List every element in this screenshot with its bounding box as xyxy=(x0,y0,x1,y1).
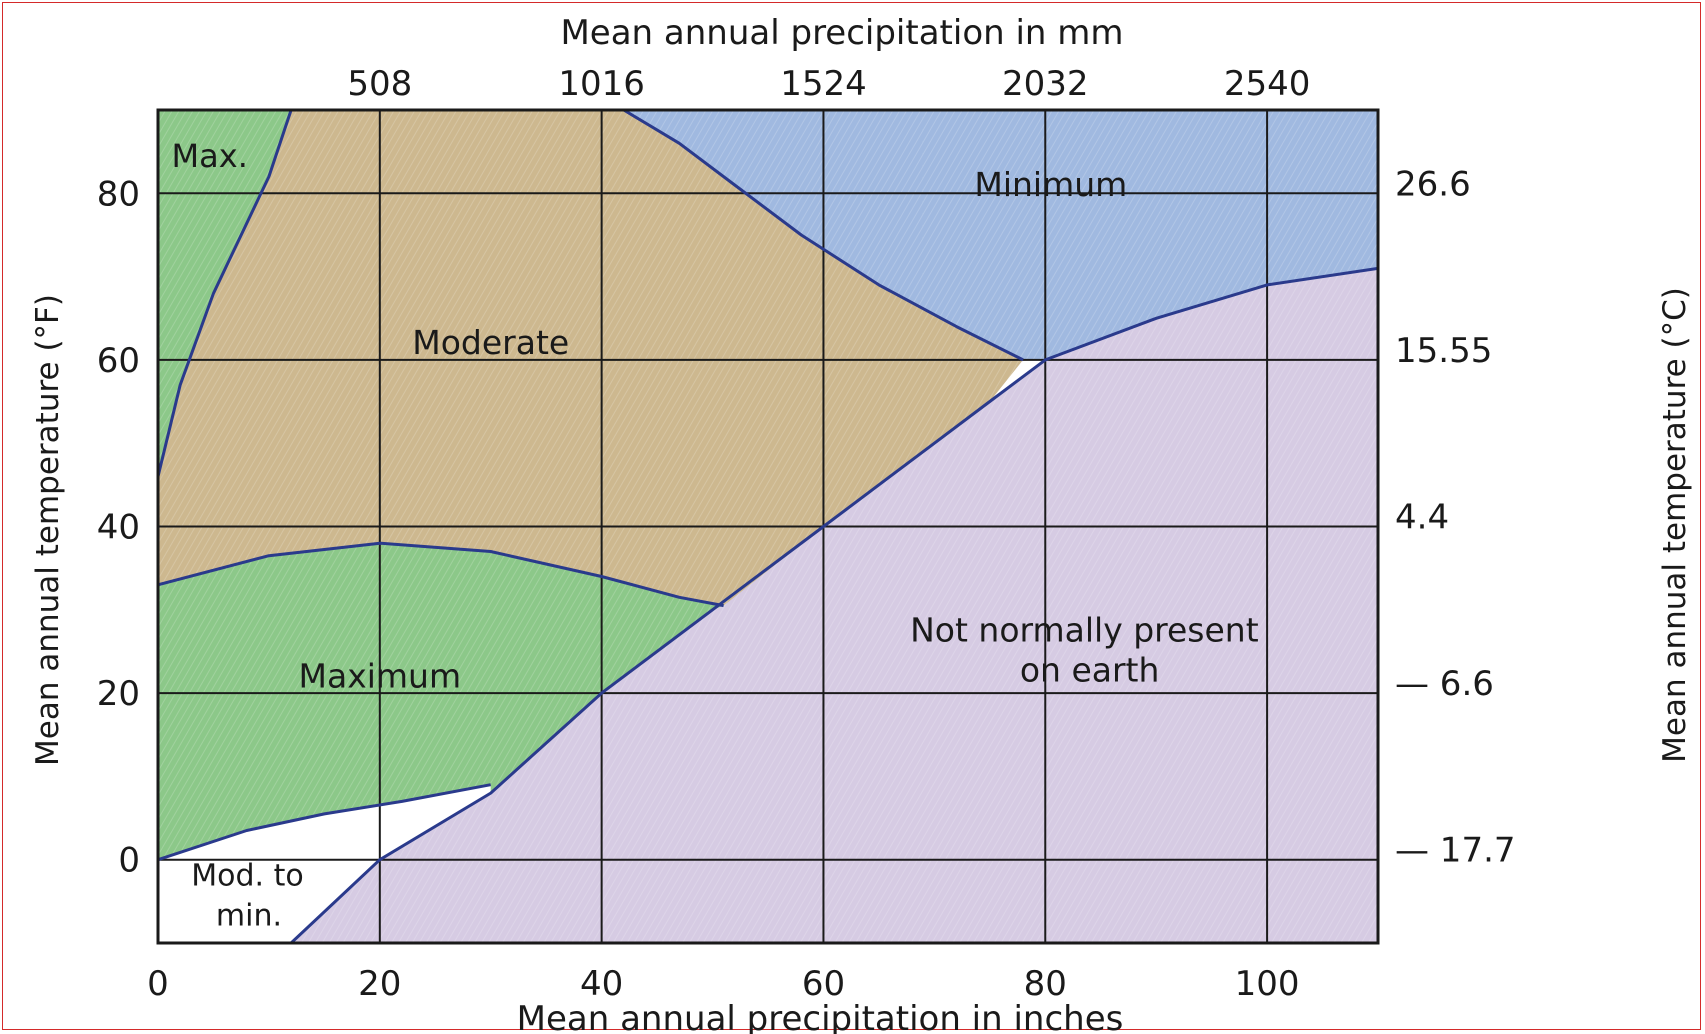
x-tick-mm-1016: 1016 xyxy=(558,64,645,104)
x-tick-in-0: 0 xyxy=(147,964,169,1004)
not-present-line1: Not normally present xyxy=(910,611,1259,650)
x-tick-in-20: 20 xyxy=(358,964,401,1004)
x-tick-in-60: 60 xyxy=(802,964,845,1004)
y-tick-f-80: 80 xyxy=(97,174,140,214)
mod-to-min-line1: Mod. to xyxy=(191,859,303,894)
y-tick-c-80: 26.6 xyxy=(1395,164,1471,204)
boundary-diagonal-limit xyxy=(290,266,1378,943)
x-tick-mm-1524: 1524 xyxy=(780,64,867,104)
y-tick-f-40: 40 xyxy=(97,508,140,548)
region-boundaries xyxy=(158,110,1378,943)
top-axis-title: Mean annual precipitation in mm xyxy=(560,13,1123,53)
tick-labels: 0 20 40 60 80 100 508 1016 1524 2032 2540 0 20 40 60 80… xyxy=(97,64,1516,1004)
y-tick-f-60: 60 xyxy=(97,341,140,381)
region-label-mod-to-min: Mod. to min. xyxy=(191,859,313,934)
y-tick-c-0: — 17.7 xyxy=(1395,831,1516,871)
x-tick-in-40: 40 xyxy=(580,964,623,1004)
x-tick-mm-2540: 2540 xyxy=(1224,64,1311,104)
bottom-axis-title: Mean annual precipitation in inches xyxy=(517,999,1124,1034)
y-tick-c-60: 15.55 xyxy=(1395,331,1492,371)
region-label-minimum: Minimum xyxy=(974,165,1127,204)
boundary-maximum-lower xyxy=(158,783,491,862)
boundary-max-moderate xyxy=(158,110,293,477)
x-tick-in-80: 80 xyxy=(1024,964,1067,1004)
region-labels: Max. Moderate Minimum Maximum Mod. to mi… xyxy=(172,137,1269,934)
not-present-line2: on earth xyxy=(1020,651,1160,690)
region-label-max-small: Max. xyxy=(172,137,248,175)
region-label-maximum: Maximum xyxy=(299,656,462,695)
y-tick-f-0: 0 xyxy=(118,841,140,881)
mod-to-min-line2: min. xyxy=(216,899,282,934)
boundary-moderate-minimum xyxy=(623,110,1024,362)
y-tick-c-40: 4.4 xyxy=(1395,498,1449,538)
left-axis-title: Mean annual temperature (°F) xyxy=(30,294,66,766)
x-tick-in-100: 100 xyxy=(1235,964,1300,1004)
y-tick-f-20: 20 xyxy=(97,674,140,714)
boundary-maximum-upper xyxy=(158,541,724,608)
region-label-not-normally-present: Not normally present on earth xyxy=(910,611,1269,690)
region-label-moderate: Moderate xyxy=(412,323,569,362)
y-tick-c-20: — 6.6 xyxy=(1395,664,1494,704)
plot-border xyxy=(156,108,1380,945)
right-axis-title: Mean annual temperature (°C) xyxy=(1657,287,1693,763)
x-tick-mm-508: 508 xyxy=(347,64,412,104)
x-tick-mm-2032: 2032 xyxy=(1002,64,1089,104)
